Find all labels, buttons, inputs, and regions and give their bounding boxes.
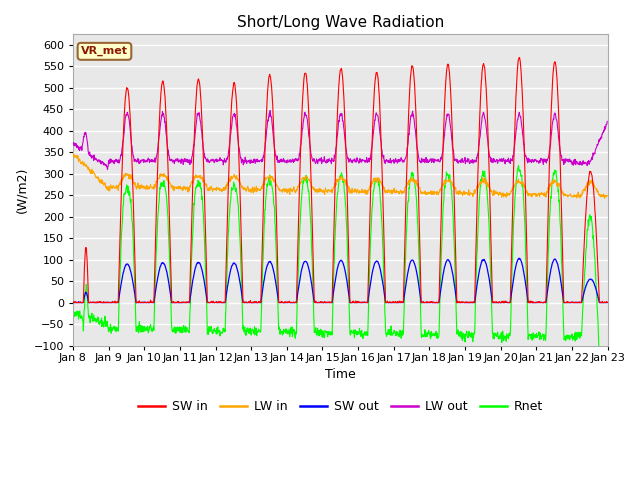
Text: VR_met: VR_met	[81, 46, 128, 57]
X-axis label: Time: Time	[325, 368, 356, 381]
Title: Short/Long Wave Radiation: Short/Long Wave Radiation	[237, 15, 444, 30]
Y-axis label: (W/m2): (W/m2)	[15, 167, 28, 213]
Legend: SW in, LW in, SW out, LW out, Rnet: SW in, LW in, SW out, LW out, Rnet	[133, 396, 548, 419]
